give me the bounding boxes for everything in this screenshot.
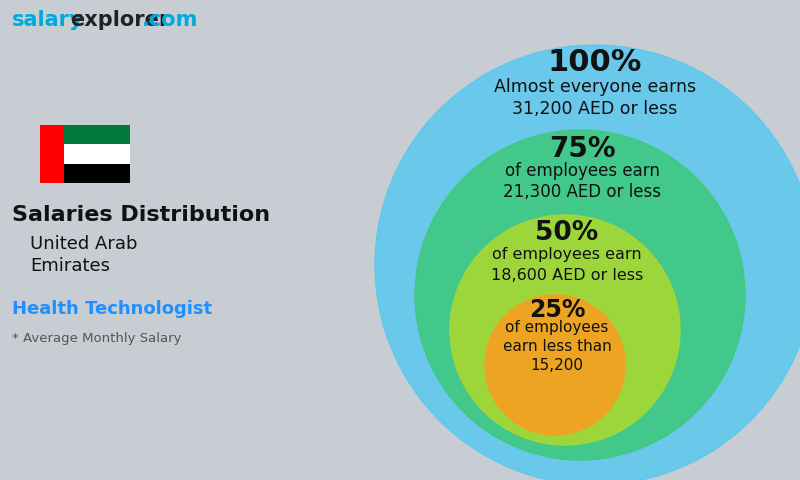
Text: 21,300 AED or less: 21,300 AED or less (503, 183, 661, 201)
Text: United Arab: United Arab (30, 235, 138, 253)
Text: * Average Monthly Salary: * Average Monthly Salary (12, 332, 182, 345)
Text: of employees earn: of employees earn (505, 162, 659, 180)
FancyBboxPatch shape (64, 125, 130, 144)
Text: 100%: 100% (548, 48, 642, 77)
Text: 18,600 AED or less: 18,600 AED or less (491, 268, 643, 283)
FancyBboxPatch shape (64, 144, 130, 164)
FancyBboxPatch shape (64, 164, 130, 183)
Circle shape (450, 215, 680, 445)
Text: Health Technologist: Health Technologist (12, 300, 212, 318)
Text: Emirates: Emirates (30, 257, 110, 275)
Text: earn less than: earn less than (502, 339, 611, 354)
Text: Salaries Distribution: Salaries Distribution (12, 205, 270, 225)
Text: .com: .com (142, 10, 198, 30)
Circle shape (415, 130, 745, 460)
Text: Almost everyone earns: Almost everyone earns (494, 78, 696, 96)
Text: 75%: 75% (549, 135, 615, 163)
Circle shape (485, 295, 625, 435)
Text: salary: salary (12, 10, 84, 30)
FancyBboxPatch shape (40, 125, 64, 183)
Text: 15,200: 15,200 (530, 358, 583, 373)
Text: of employees earn: of employees earn (492, 247, 642, 262)
Text: 25%: 25% (529, 298, 586, 322)
Text: 31,200 AED or less: 31,200 AED or less (512, 100, 678, 118)
Text: 50%: 50% (535, 220, 598, 246)
Text: explorer: explorer (70, 10, 170, 30)
Circle shape (375, 45, 800, 480)
Text: of employees: of employees (506, 320, 609, 335)
